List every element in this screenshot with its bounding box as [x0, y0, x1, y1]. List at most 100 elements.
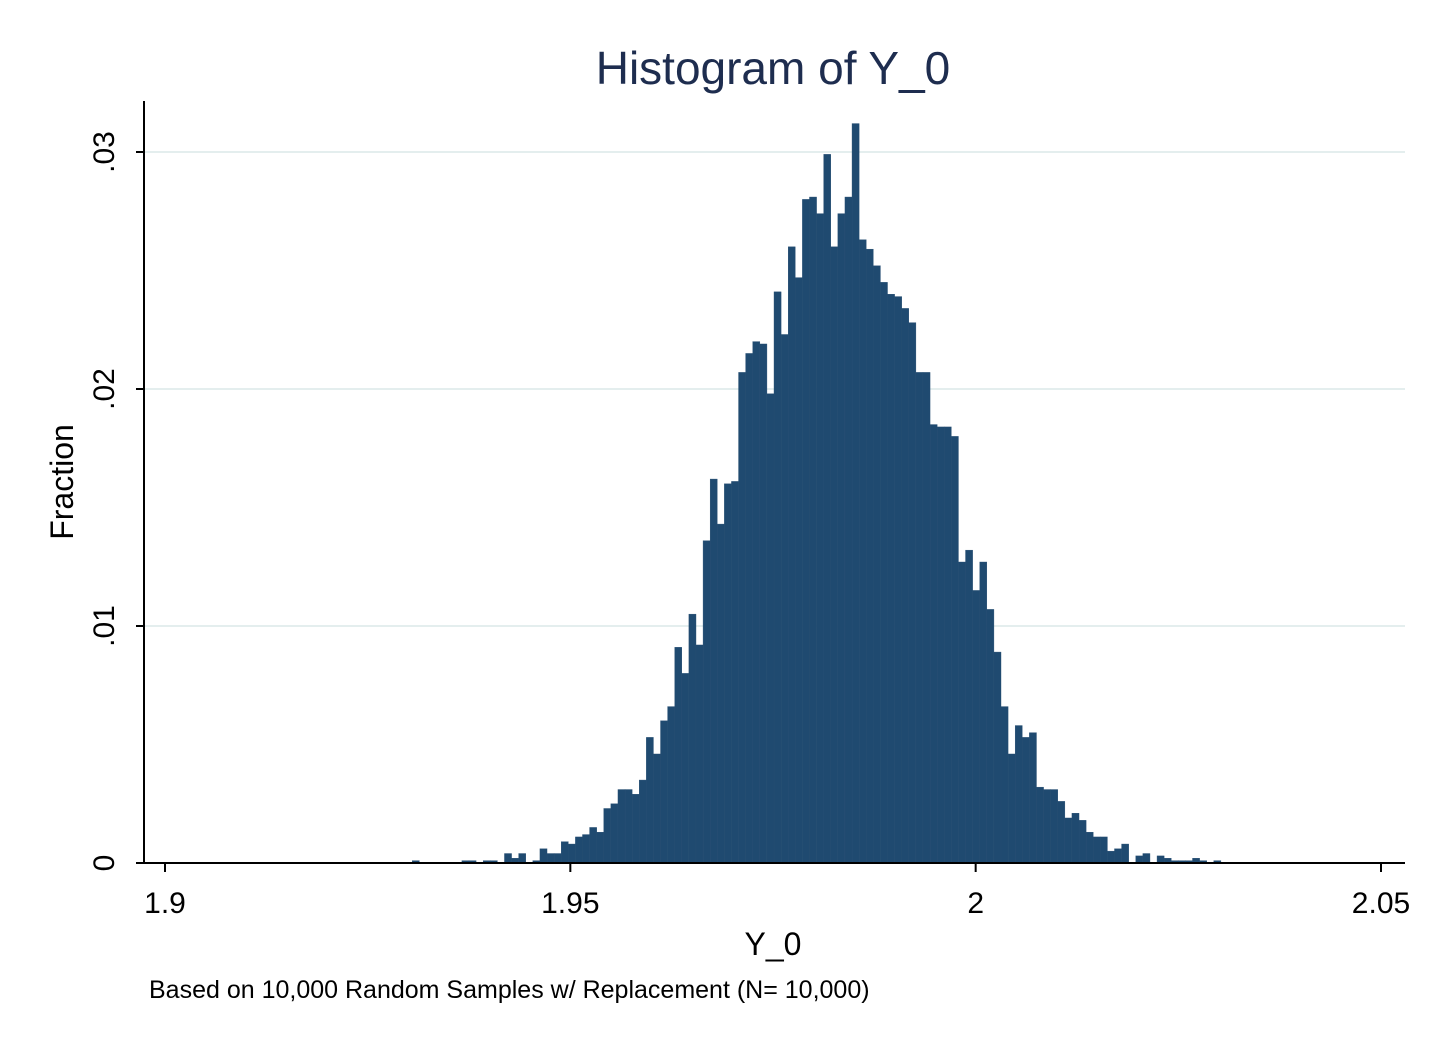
histogram-bar [731, 481, 739, 864]
histogram-bar [887, 294, 895, 864]
histogram-bar [1014, 725, 1023, 864]
histogram-bar [561, 841, 569, 864]
y-axis-label: Fraction [44, 424, 80, 540]
histogram-bar [936, 426, 945, 864]
histogram-bar [1043, 789, 1051, 864]
histogram-bar [908, 322, 917, 864]
x-axis-label: Y_0 [745, 926, 802, 962]
histogram-bar [944, 426, 952, 864]
histogram-bar [717, 523, 725, 864]
histogram-bar [1057, 801, 1066, 864]
histogram-bar [901, 308, 909, 864]
x-tick-label: 1.9 [144, 887, 186, 920]
histogram-bar [1121, 843, 1129, 864]
histogram-bar [1114, 848, 1122, 864]
histogram-bar [759, 343, 768, 864]
histogram-bar [993, 651, 1002, 864]
histogram-bar [880, 282, 888, 864]
histogram-bar [766, 393, 775, 864]
histogram-bar [866, 248, 874, 864]
histogram-bar [1107, 850, 1115, 864]
histogram-bar [589, 827, 597, 864]
histogram-bar [688, 613, 697, 864]
x-tick-label: 2.05 [1352, 887, 1410, 920]
histogram-bar [1142, 853, 1151, 864]
histogram-bar [674, 647, 682, 864]
histogram-bar [1000, 706, 1009, 864]
histogram-bar [724, 483, 732, 864]
histogram-bar [851, 123, 860, 864]
y-axis-ticks: 0 .01 .02 .03 [88, 131, 144, 871]
histogram-bar [965, 549, 973, 864]
histogram-bar [1078, 820, 1087, 864]
histogram-bar [702, 540, 711, 864]
histogram-bars [412, 123, 1222, 864]
histogram-bar [837, 213, 846, 864]
y-tick-label: 0 [88, 855, 121, 872]
histogram-bar [1029, 732, 1037, 864]
histogram-bar [1064, 817, 1073, 864]
histogram-bar [929, 424, 938, 864]
histogram-bar [1135, 855, 1144, 864]
histogram-bar [631, 794, 640, 864]
histogram-bar [639, 779, 647, 864]
histogram-bar [844, 196, 853, 864]
histogram-bar [738, 372, 746, 864]
histogram-bar [795, 277, 803, 864]
histogram-bar [575, 836, 583, 864]
y-tick-label: .02 [88, 368, 121, 410]
histogram-bar [1036, 786, 1044, 864]
histogram-bar [1007, 753, 1016, 864]
x-tick-label: 2 [967, 887, 984, 920]
histogram-bar [1050, 789, 1058, 864]
histogram-bar [802, 199, 810, 864]
chart-title: Histogram of Y_0 [596, 42, 951, 94]
histogram-bar [546, 853, 555, 864]
histogram-bar [1071, 813, 1080, 864]
histogram-bar [617, 789, 626, 864]
chart-note: Based on 10,000 Random Samples w/ Replac… [149, 976, 870, 1004]
histogram-bar [773, 291, 782, 864]
histogram-bar [894, 296, 902, 864]
histogram-bar [1156, 855, 1165, 864]
histogram-bar [695, 644, 704, 864]
histogram-bar [504, 853, 512, 864]
histogram-bar [582, 834, 590, 864]
histogram-bar [958, 561, 966, 864]
histogram-bar [660, 720, 668, 864]
y-tick-label: .03 [88, 131, 121, 173]
histogram-bar [553, 853, 562, 864]
histogram-bar [986, 609, 995, 864]
histogram-bar [596, 831, 604, 864]
x-axis-ticks: 1.9 1.95 2 2.05 [144, 863, 1410, 920]
histogram-bar [1100, 836, 1108, 864]
histogram-bar [681, 673, 690, 864]
histogram-bar [667, 706, 675, 864]
histogram-bar [915, 372, 924, 864]
histogram-bar [951, 436, 959, 864]
histogram-bar [858, 239, 867, 864]
histogram-bar [709, 478, 718, 864]
x-tick-label: 1.95 [541, 887, 599, 920]
histogram-bar [1093, 836, 1101, 864]
histogram-bar [752, 341, 761, 864]
histogram-bar [816, 213, 824, 864]
histogram-bar [653, 753, 661, 864]
histogram-bar [1022, 737, 1030, 864]
histogram-bar [830, 246, 839, 864]
histogram-bar [809, 196, 817, 864]
histogram-bar [979, 561, 988, 864]
histogram-bar [603, 808, 612, 864]
histogram-bar [823, 154, 831, 864]
histogram-bar [610, 803, 619, 864]
histogram-bar [788, 246, 796, 864]
histogram-bar [745, 353, 753, 864]
histogram-bar [972, 590, 980, 864]
histogram-bar [780, 334, 789, 864]
histogram-bar [539, 848, 548, 864]
histogram-bar [624, 789, 633, 864]
histogram-bar [922, 372, 931, 864]
y-tick-label: .01 [88, 605, 121, 647]
histogram-bar [518, 853, 526, 864]
